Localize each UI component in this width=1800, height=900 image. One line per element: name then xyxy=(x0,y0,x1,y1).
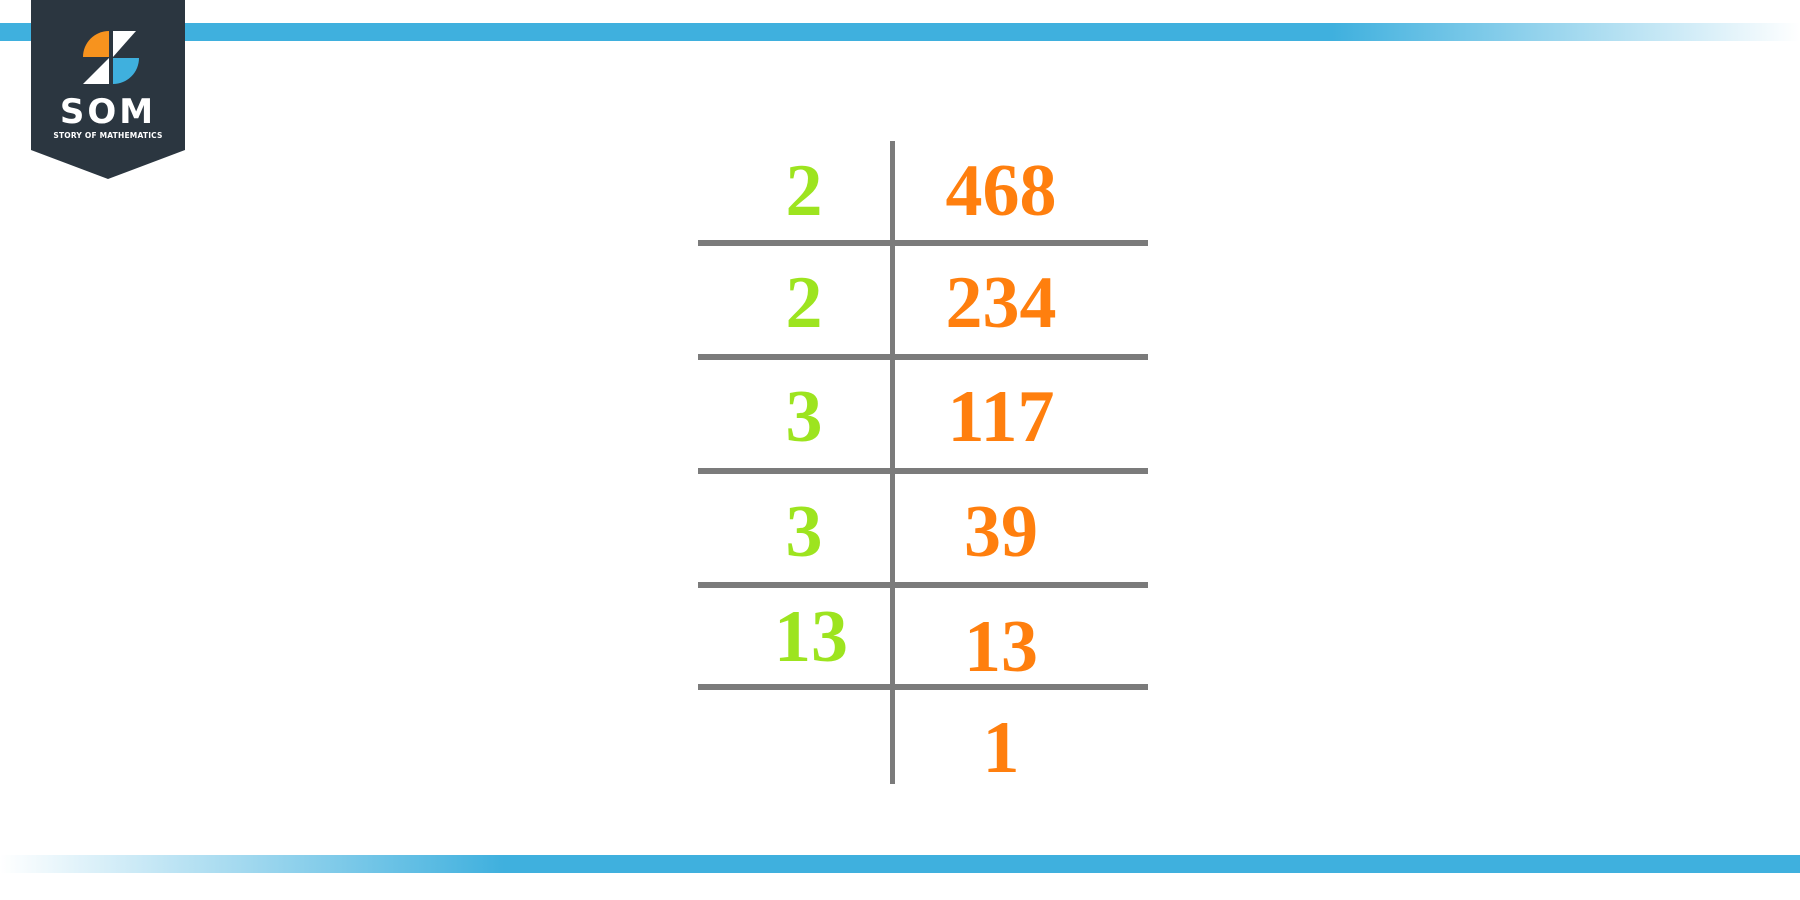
quotient-cell: 39 xyxy=(964,491,1038,573)
bottom-banner-bar xyxy=(0,855,1800,873)
quotient-cell: 234 xyxy=(945,262,1057,344)
quotient-cell: 468 xyxy=(945,150,1057,232)
logo-subtitle: STORY OF MATHEMATICS xyxy=(53,131,163,140)
divisor-cell: 3 xyxy=(785,491,823,573)
row-divider-line xyxy=(698,582,1148,588)
row-divider-line xyxy=(698,684,1148,690)
divisor-cell: 2 xyxy=(785,262,823,344)
divisor-cell: 2 xyxy=(785,150,823,232)
divisor-cell: 3 xyxy=(785,376,823,458)
row-divider-line xyxy=(698,468,1148,474)
quotient-cell: 117 xyxy=(947,376,1055,458)
logo-title: SOM xyxy=(59,92,157,132)
vertical-divider-line xyxy=(890,141,895,784)
row-divider-line xyxy=(698,240,1148,246)
top-banner-bar xyxy=(0,23,1800,41)
divisor-cell: 13 xyxy=(774,596,848,678)
logo-orange-quadrant xyxy=(83,31,109,57)
som-logo xyxy=(31,0,185,179)
quotient-cell: 1 xyxy=(982,707,1020,789)
quotient-cell: 13 xyxy=(964,606,1038,688)
row-divider-line xyxy=(698,354,1148,360)
logo-blue-quadrant xyxy=(113,58,139,84)
